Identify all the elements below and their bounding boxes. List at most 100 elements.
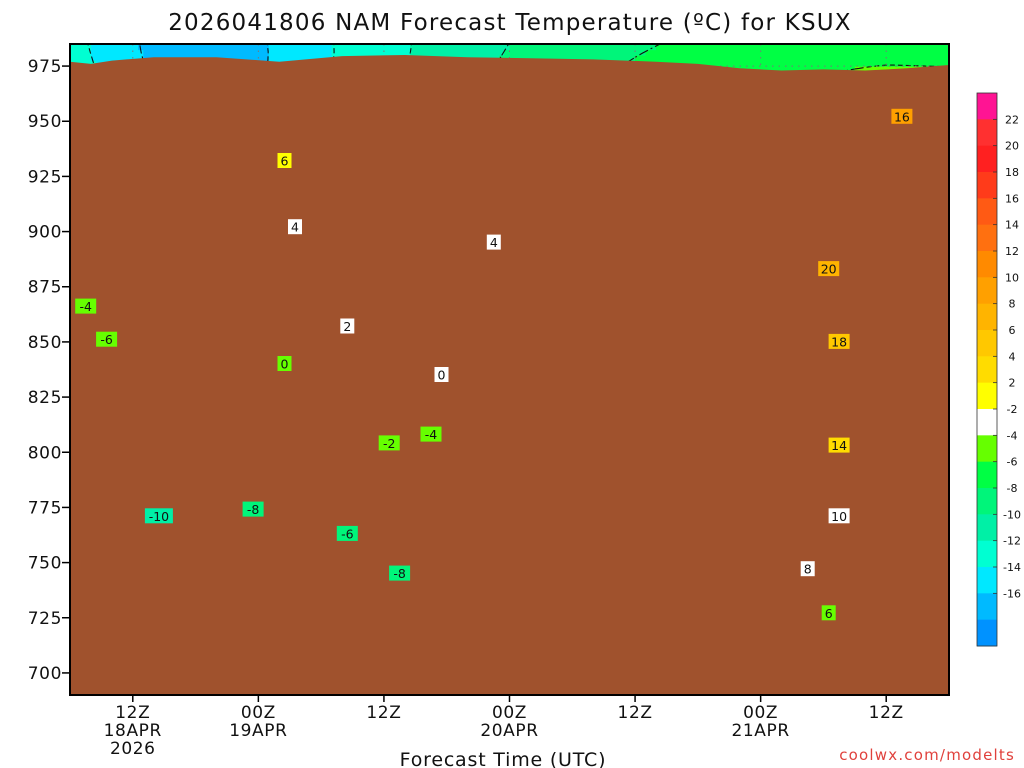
y-tick-label: 850: [28, 333, 62, 353]
temperature-cell: [624, 60, 949, 67]
colorbar-label: 8: [1009, 298, 1016, 311]
colorbar-swatch: [977, 172, 997, 199]
contour-label-bg: [828, 437, 850, 453]
x-tick-label: 00Z: [241, 703, 276, 723]
colorbar-label: 12: [1005, 245, 1019, 258]
y-tick-label: 825: [28, 388, 62, 408]
contour-label-bg: [144, 508, 173, 524]
y-tick-label: 800: [28, 443, 62, 463]
x-tick-label: 12Z: [618, 703, 653, 723]
colorbar-label: 20: [1005, 140, 1019, 153]
contour-label-bg: [891, 108, 913, 124]
contour-label-bg: [277, 356, 292, 371]
y-tick-label: 775: [28, 498, 62, 518]
contour-label-bg: [340, 318, 355, 334]
colorbar-label: 22: [1005, 113, 1019, 126]
temperature-cell: [504, 49, 647, 56]
contour-label: 10: [831, 509, 847, 524]
temperature-cell: [645, 49, 949, 56]
colorbar-swatch: [977, 251, 997, 278]
contour-label: 4: [291, 220, 299, 235]
temperature-cell: [90, 44, 139, 51]
colorbar-swatch: [977, 382, 997, 410]
y-tick-label: 975: [28, 57, 62, 77]
contour-label-bg: [486, 234, 501, 250]
x-tick-label: 19APR: [229, 721, 287, 741]
temperature-cell: [268, 44, 333, 51]
contour-label-bg: [96, 331, 118, 347]
colorbar-swatch: [977, 303, 997, 331]
y-tick-label: 875: [28, 278, 62, 298]
colorbar-swatch: [977, 409, 997, 436]
x-tick-label: 12Z: [115, 703, 150, 723]
temperature-cell: [410, 49, 505, 56]
contour-label: 8: [804, 562, 812, 577]
contour-label-bg: [800, 561, 815, 577]
colorbar-swatch: [977, 277, 997, 305]
colorbar-label: 18: [1005, 166, 1019, 179]
contour-label-bg: [821, 605, 836, 621]
colorbar-swatch: [977, 540, 997, 568]
contour-label-bg: [828, 508, 850, 524]
temperature-cell: [499, 55, 636, 62]
contour-label-bg: [288, 219, 302, 235]
colorbar: 22 20 18 16 14 12 10 8 6 4 2 -2 -4 -6 -8 -10 -12 -14 -16: [976, 92, 1021, 647]
colorbar-label: -8: [1007, 482, 1018, 495]
colorbar-label: 2: [1009, 377, 1016, 390]
y-tick-label: 725: [28, 609, 62, 629]
y-tick-label: 700: [28, 664, 62, 684]
temperature-cell: [268, 55, 333, 62]
contour-label-bg: [434, 367, 449, 382]
x-tick-label: 20APR: [480, 721, 538, 741]
temperature-cell: [656, 44, 949, 51]
contour-label: -4: [425, 427, 438, 442]
colorbar-label: 10: [1005, 271, 1019, 284]
colorbar-label: -4: [1007, 429, 1018, 442]
temperature-cell: [635, 55, 949, 62]
colorbar-label: -2: [1007, 403, 1018, 416]
y-axis: 700 725 750 775 800 825 850 875 900 925 950 975: [28, 57, 70, 684]
colorbar-frame: [976, 92, 998, 647]
x-tick-label: 2026: [110, 739, 156, 759]
contour-label-bg: [389, 565, 411, 581]
colorbar-label: -14: [1003, 561, 1021, 574]
contour-label-bg: [75, 298, 97, 314]
temperature-cell: [138, 44, 270, 51]
contour-label: 16: [894, 109, 910, 124]
temperature-cell: [331, 44, 411, 51]
temperature-cell: [70, 44, 92, 51]
x-tick-label: 00Z: [743, 703, 778, 723]
contour-label: 6: [281, 154, 289, 169]
colorbar-label: 14: [1005, 219, 1019, 232]
colorbar-swatch: [977, 356, 997, 384]
contour-label-bg: [828, 333, 850, 349]
colorbar-swatch: [977, 619, 997, 647]
colorbar-label: -6: [1007, 456, 1018, 469]
x-axis-label: Forecast Time (UTC): [400, 749, 607, 768]
temperature-cell: [90, 55, 144, 62]
temperature-cell: [410, 44, 511, 51]
x-tick-label: 12Z: [366, 703, 401, 723]
temperature-cell: [70, 55, 92, 62]
contour-label: 0: [281, 357, 289, 372]
colorbar-swatch: [977, 198, 997, 226]
contour-label: -8: [393, 566, 406, 581]
colorbar-swatch: [977, 93, 997, 120]
temperature-cell: [143, 49, 270, 56]
colorbar-swatch: [977, 461, 997, 489]
contour-label: 2: [343, 319, 351, 334]
colorbar-swatch: [977, 119, 997, 147]
y-tick-label: 900: [28, 223, 62, 243]
contour-label: 0: [438, 368, 446, 383]
colorbar-swatch: [977, 330, 997, 357]
colorbar-label: -12: [1003, 535, 1021, 548]
colorbar-label: -10: [1003, 508, 1021, 521]
temperature-cell: [509, 44, 657, 51]
contour-label-bg: [242, 501, 264, 517]
contour-label: 4: [490, 235, 498, 250]
contour-label: -10: [149, 509, 169, 524]
y-tick-label: 950: [28, 112, 62, 132]
